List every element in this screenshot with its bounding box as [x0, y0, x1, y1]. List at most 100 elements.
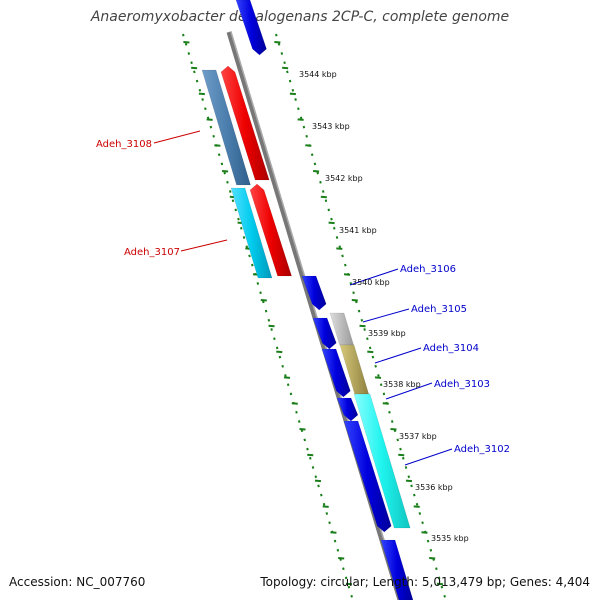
ruler-dot	[388, 410, 391, 414]
ruler-tick	[191, 66, 198, 70]
ruler-dot	[286, 383, 290, 387]
ruler-dot	[410, 484, 413, 488]
ruler-tick	[307, 453, 314, 457]
ruler-dot	[228, 190, 232, 193]
ruler-inner-dotted	[274, 33, 446, 598]
ruler-tick	[398, 453, 405, 457]
ruler-tick	[390, 428, 397, 431]
gene-adeh-3102	[343, 420, 392, 533]
ruler-dot	[302, 125, 306, 129]
ruler-dot	[313, 162, 317, 166]
ruler-dot	[259, 291, 262, 295]
ruler-tick	[260, 299, 267, 302]
leader-line	[374, 347, 422, 364]
ruler-tick	[314, 479, 322, 483]
ruler-dot	[363, 328, 366, 331]
gene-label-adeh-3105[interactable]: Adeh_3105	[411, 304, 467, 315]
gene-label-adeh-3108[interactable]: Adeh_3108	[96, 139, 152, 150]
ruler-dot	[251, 263, 254, 267]
ruler-dot	[332, 226, 336, 230]
ruler-dot	[275, 33, 278, 37]
ruler-dot	[284, 374, 287, 377]
gene-adeh-3108	[220, 65, 270, 181]
ruler-dot	[330, 217, 333, 221]
gene-labels: Adeh_3108 Adeh_3107 Adeh_3106 Adeh_3105 …	[96, 139, 510, 455]
ruler-dot	[336, 548, 340, 552]
ruler-dot	[426, 539, 430, 543]
ruler-dot	[283, 61, 286, 65]
tick-label: 3539 kbp	[368, 329, 406, 338]
ruler-tick	[305, 144, 312, 147]
ruler-dot	[264, 309, 268, 313]
ruler-dot	[338, 245, 342, 249]
ruler-dot	[184, 42, 188, 46]
ruler-dot	[226, 180, 229, 184]
ruler-dot	[382, 392, 386, 396]
leader-line	[362, 308, 410, 323]
tick-label: 3541 kbp	[339, 226, 377, 235]
ruler-dot	[267, 318, 271, 322]
ruler-tick	[429, 557, 436, 560]
ruler-tick	[345, 582, 353, 586]
ruler-dot	[324, 199, 328, 203]
ruler-dot	[187, 52, 191, 55]
ruler-dot	[310, 153, 314, 157]
gene-label-adeh-3103[interactable]: Adeh_3103	[434, 379, 490, 390]
ruler-dot	[368, 346, 372, 350]
tick-label: 3535 kbp	[431, 534, 469, 543]
ruler-dot	[281, 364, 284, 368]
tick-label: 3538 kbp	[383, 380, 421, 389]
ruler-dot	[377, 374, 380, 377]
ruler-tick	[336, 247, 343, 250]
leader-line	[349, 268, 399, 286]
gene-label-adeh-3102[interactable]: Adeh_3102	[454, 444, 510, 455]
leader-line	[385, 382, 433, 400]
ruler-tick	[338, 557, 345, 560]
ruler-dot	[245, 245, 249, 249]
ruler-dot	[317, 484, 320, 488]
ruler-dot	[289, 392, 293, 396]
map-title: Anaeromyxobacter dehalogenans 2CP-C, com…	[90, 9, 510, 25]
ruler-dot	[297, 420, 301, 423]
gene-forward-bottom	[380, 539, 414, 600]
ruler-tick	[328, 221, 335, 225]
ruler-tick	[282, 66, 289, 70]
ruler-dot	[195, 79, 199, 83]
ruler-tick	[320, 195, 327, 199]
ruler-dot	[443, 594, 446, 598]
ruler-dot	[440, 585, 444, 589]
ruler-dot	[273, 337, 276, 341]
ruler-dot	[350, 594, 353, 598]
ruler-dot	[209, 125, 213, 129]
ruler-dot	[404, 466, 408, 469]
tick-label: 3544 kbp	[299, 70, 337, 79]
tick-label: 3542 kbp	[325, 174, 363, 183]
ruler-tick	[330, 531, 337, 534]
ruler-dot	[288, 79, 292, 83]
gene-adeh-3105	[312, 317, 337, 350]
gene-label-adeh-3107[interactable]: Adeh_3107	[124, 247, 180, 258]
ruler-dot	[429, 548, 433, 552]
leader-line	[180, 239, 228, 252]
ruler-dot	[413, 493, 416, 497]
tick-label: 3537 kbp	[399, 432, 437, 441]
ruler-dot	[435, 567, 438, 571]
ruler-dot	[306, 447, 309, 451]
ruler-dot	[286, 70, 289, 74]
gene-features	[201, 0, 414, 600]
gene-label-adeh-3106[interactable]: Adeh_3106	[400, 264, 456, 275]
ruler-dot	[231, 199, 235, 203]
ruler-tick	[367, 350, 374, 354]
ruler-tick	[206, 118, 213, 121]
ruler-dot	[328, 521, 331, 525]
gene-label-adeh-3104[interactable]: Adeh_3104	[423, 343, 479, 354]
ruler-dot	[333, 539, 337, 543]
ruler-dot	[366, 337, 369, 341]
ruler-dot	[201, 98, 204, 101]
ruler-dot	[305, 134, 308, 138]
ruler-tick	[374, 376, 382, 379]
tick-label: 3536 kbp	[415, 483, 453, 492]
ruler-dot	[220, 162, 224, 166]
accession-text: Accession: NC_007760	[9, 575, 146, 589]
